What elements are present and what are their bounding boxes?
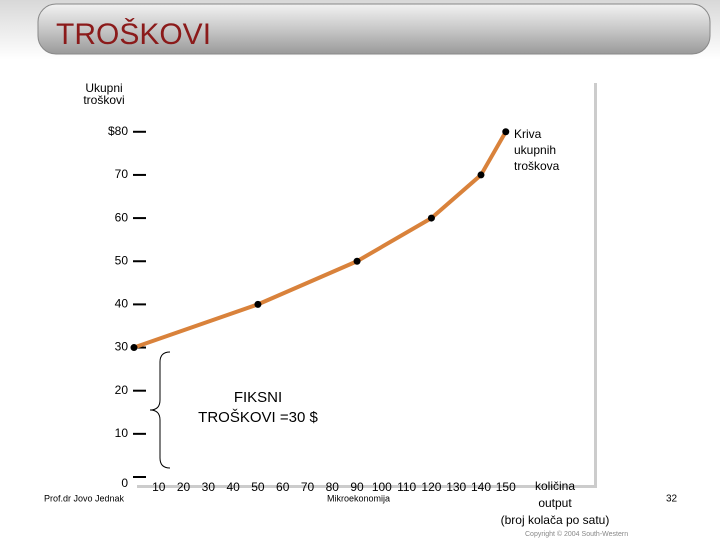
y-tick-label: 0 <box>121 476 128 490</box>
x-tick-label: 30 <box>202 480 216 494</box>
x-tick-label: 60 <box>276 480 290 494</box>
data-point <box>477 171 485 179</box>
data-point <box>502 128 510 136</box>
x-tick-label: 130 <box>446 480 466 494</box>
course: Mikroekonomija <box>327 493 390 503</box>
data-point <box>427 214 435 222</box>
x-tick-label: 140 <box>471 480 491 494</box>
y-tick-label: 70 <box>115 167 129 181</box>
page-number: 32 <box>666 494 678 505</box>
x-tick-label: 90 <box>350 480 364 494</box>
y-tick-label: 60 <box>115 210 129 224</box>
brace <box>149 351 171 411</box>
annotation: TROŠKOVI =30 $ <box>198 409 318 426</box>
slide-title: TROŠKOVI <box>56 17 211 51</box>
x-tick-label: 150 <box>496 480 516 494</box>
y-axis-label: Ukupni <box>85 81 122 95</box>
plot-area <box>134 80 594 485</box>
y-axis-label: troškovi <box>83 93 124 107</box>
data-point <box>254 300 262 308</box>
x-tick-label: 80 <box>326 480 340 494</box>
y-tick-label: 30 <box>115 340 129 354</box>
curve-label: troškova <box>514 159 560 173</box>
x-axis-label: količina <box>535 479 575 493</box>
x-tick-label: 110 <box>397 480 416 494</box>
x-tick-label: 40 <box>226 480 240 494</box>
copyright: Copyright © 2004 South-Western <box>525 530 628 538</box>
curve-label: ukupnih <box>514 143 556 157</box>
x-tick-label: 100 <box>372 480 392 494</box>
x-tick-label: 10 <box>152 480 166 494</box>
x-tick-label: 120 <box>421 480 441 494</box>
cost-curve <box>133 130 508 350</box>
x-tick-label: 20 <box>177 480 191 494</box>
data-point <box>130 344 138 352</box>
y-tick-label: $80 <box>108 124 128 138</box>
brace <box>149 409 171 469</box>
x-axis-label: (broj kolača po satu) <box>501 513 610 527</box>
author: Prof.dr Jovo Jednak <box>44 493 125 503</box>
x-axis-label: output <box>538 496 572 510</box>
annotation: FIKSNI <box>234 389 282 406</box>
y-tick-label: 40 <box>115 297 129 311</box>
data-point <box>353 257 361 265</box>
y-tick-label: 20 <box>115 383 129 397</box>
curve-label: Kriva <box>514 127 542 141</box>
x-tick-label: 50 <box>251 480 265 494</box>
x-tick-label: 70 <box>301 480 315 494</box>
y-tick-label: 10 <box>115 426 129 440</box>
y-tick-label: 50 <box>115 253 129 267</box>
title-banner <box>37 3 711 55</box>
